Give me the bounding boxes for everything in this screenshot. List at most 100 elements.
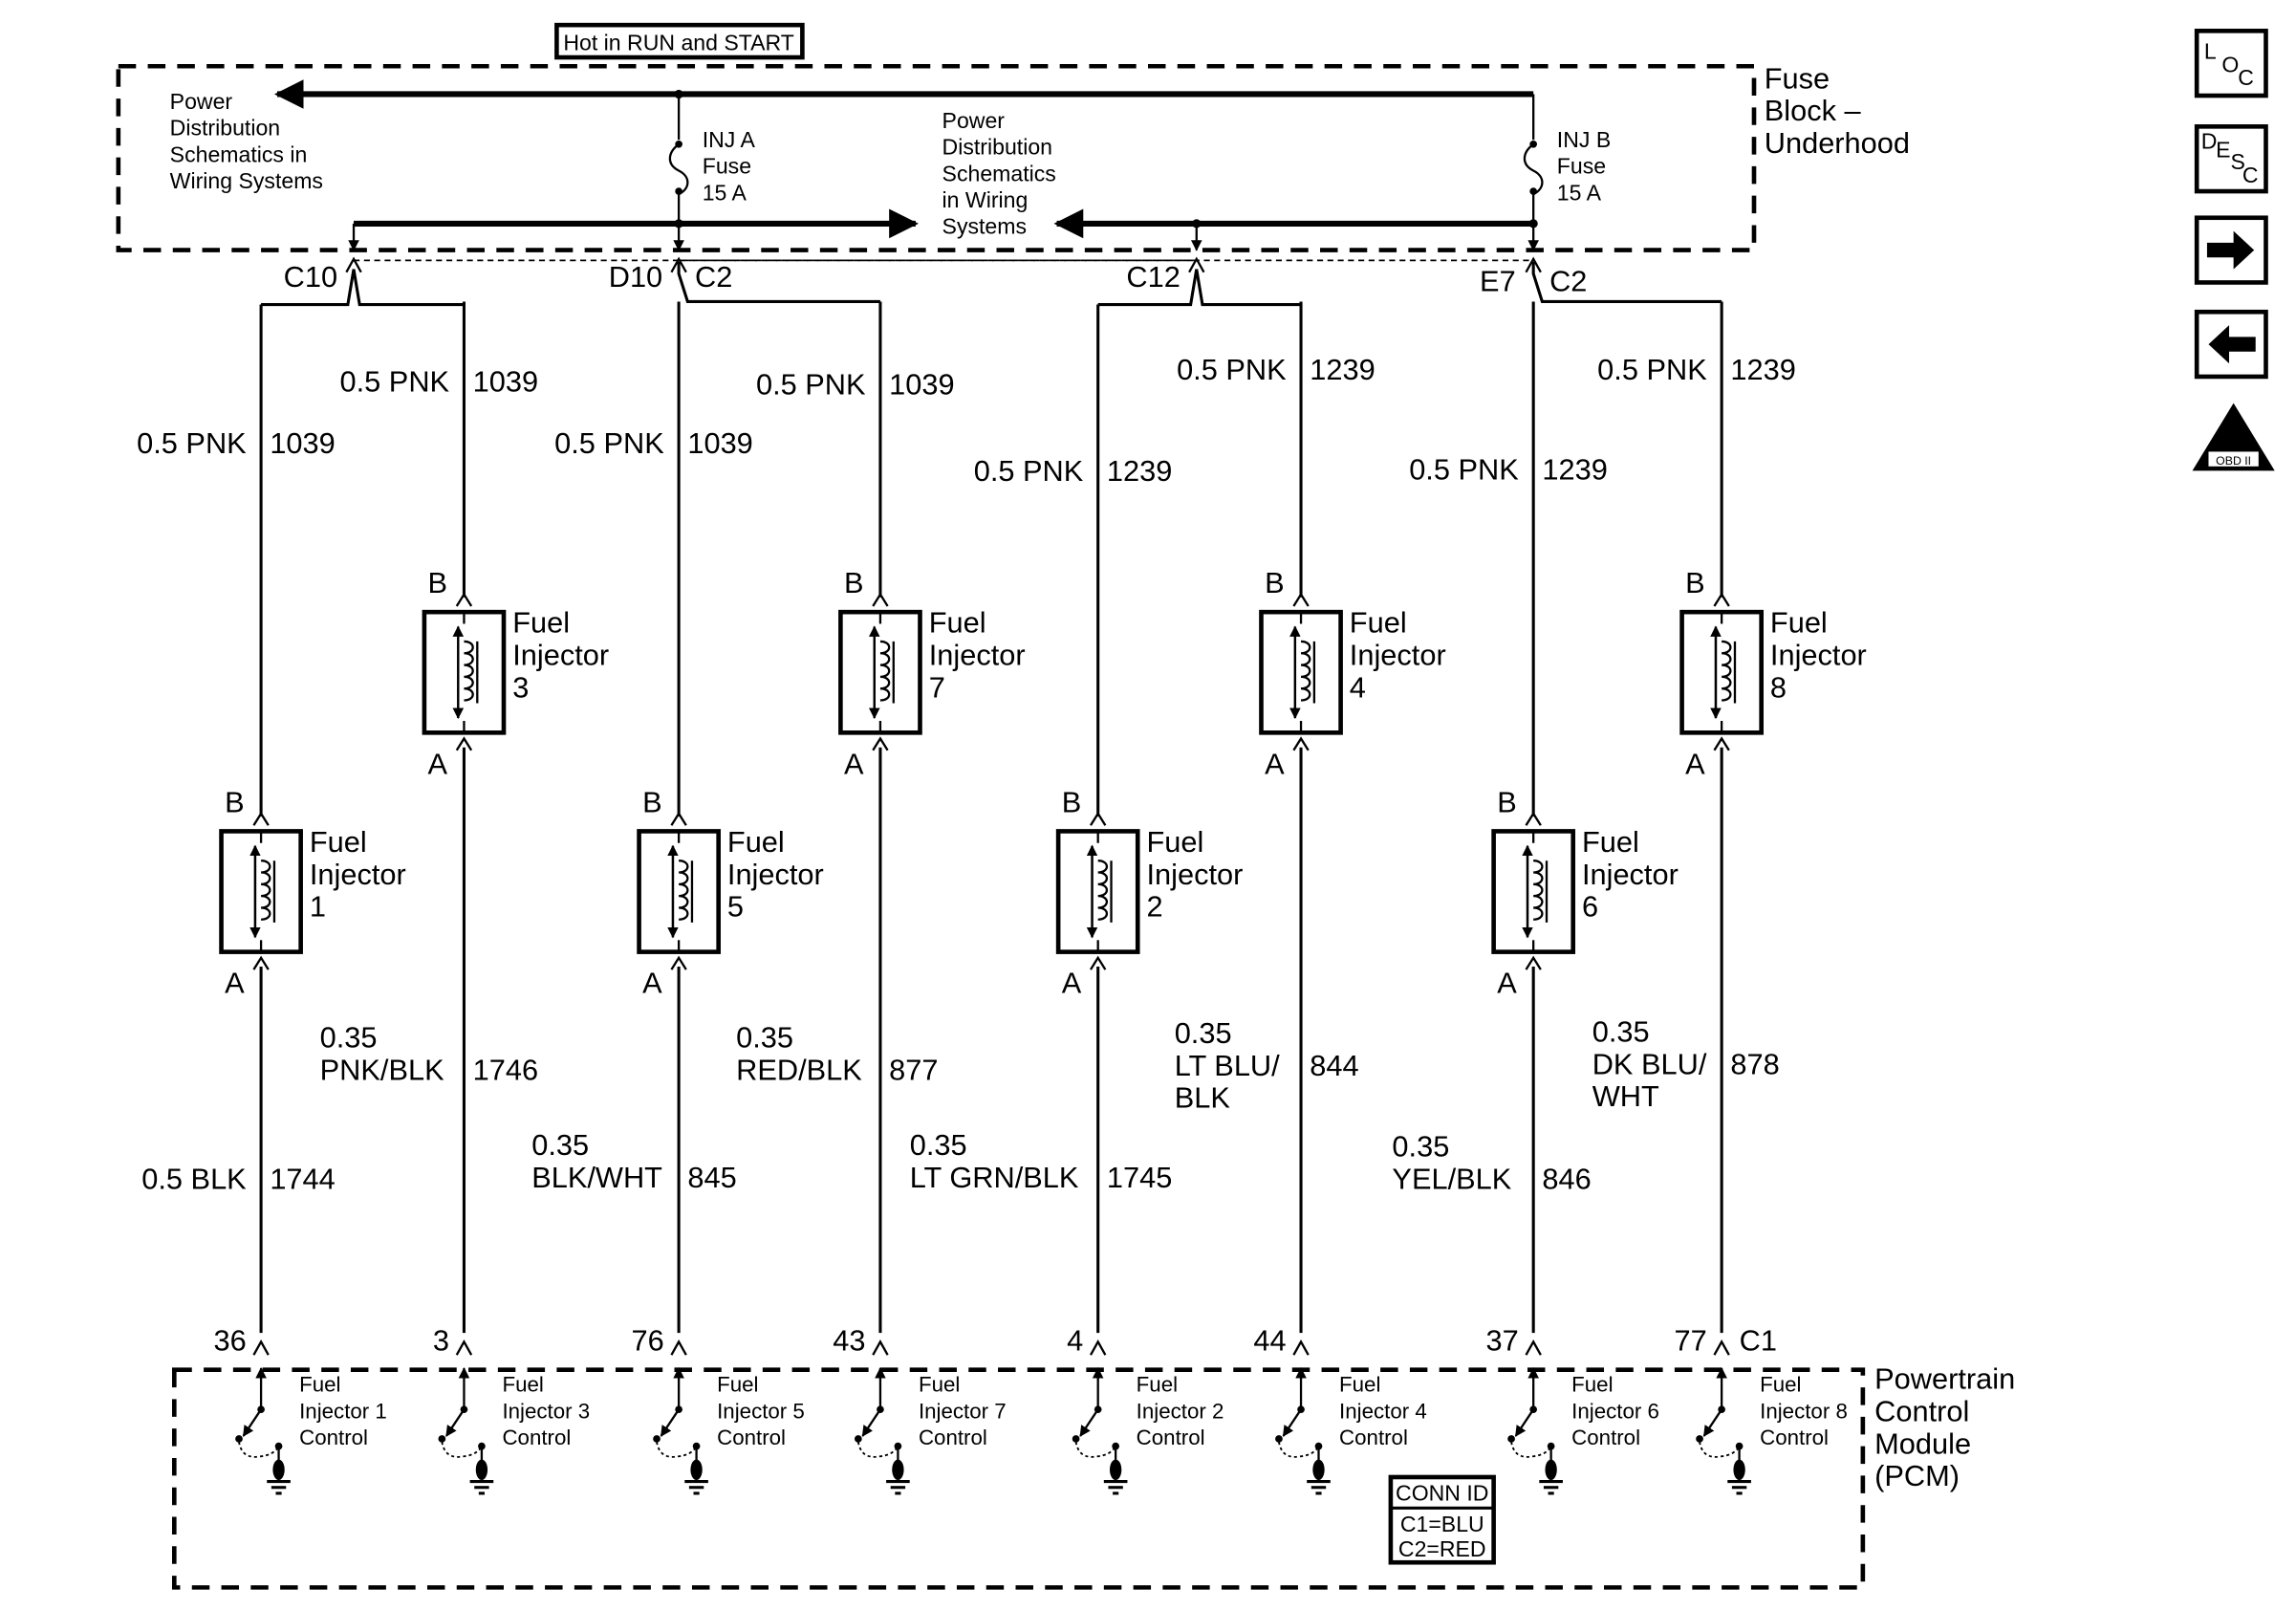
power-label-box [554, 22, 805, 60]
injector-label: Injector [929, 639, 1026, 672]
injector-body [219, 829, 303, 954]
wire-color-label: 0.35 [1392, 1130, 1449, 1164]
wire-color-label: DK BLU/ [1592, 1047, 1707, 1080]
driver-label: Fuel [1571, 1373, 1613, 1397]
injector-label: Injector [1582, 858, 1679, 891]
pcm-module-label: Powertrain [1874, 1362, 2015, 1396]
conn-id-title: CONN ID [1396, 1481, 1488, 1506]
pin-b-label: B [1497, 785, 1517, 818]
injector-label: Fuel [512, 606, 570, 640]
left-reference-text: Distribution [170, 116, 280, 141]
circuit-number: 1745 [1107, 1161, 1172, 1194]
desc-letter: D [2201, 128, 2218, 153]
injector-label: Fuel [929, 606, 986, 640]
wire-color-label: 0.5 PNK [137, 426, 247, 460]
pcm-pin-number: 3 [433, 1324, 449, 1358]
switch-control-arc [441, 1441, 483, 1458]
next-arrow-icon[interactable] [2194, 215, 2268, 285]
connector-pin-icon [345, 256, 362, 273]
injector-number: 2 [1146, 890, 1162, 924]
wire-color-label: 0.35 [531, 1128, 589, 1162]
description-icon[interactable]: DE SC [2194, 124, 2268, 194]
arrow-right-glyph [2206, 230, 2255, 270]
connector-pin-icon [872, 736, 889, 751]
switch-icon [1282, 1408, 1302, 1437]
injector-label: Fuel [1146, 825, 1203, 859]
description-icon-frame[interactable] [2194, 124, 2268, 194]
connector-pin-icon [872, 1339, 889, 1356]
wire-color-label: 0.35 [736, 1021, 793, 1055]
injector-body [838, 609, 922, 735]
wire [1531, 261, 1722, 303]
wire-color-label: 0.5 PNK [554, 426, 664, 460]
circuit-number: 1039 [889, 367, 954, 401]
circuit-number: 878 [1730, 1047, 1779, 1080]
driver-label: Injector 3 [502, 1399, 590, 1423]
pin-b-label: B [1062, 785, 1082, 818]
fuel-injector-3 [422, 609, 507, 735]
driver-label: Fuel [919, 1373, 960, 1397]
fuse-block-label: Fuse [1765, 61, 1830, 95]
wire-color-label: 0.5 PNK [339, 364, 449, 398]
connector-pin-icon [455, 736, 473, 751]
pin-a-label: A [844, 747, 864, 780]
splice-dot [1696, 1435, 1703, 1443]
wire-color-label: 0.35 [910, 1128, 967, 1162]
driver-label: Control [1339, 1426, 1408, 1449]
injector-body [1055, 829, 1140, 954]
pcm-connector-c1: C1 [1740, 1324, 1777, 1358]
obd-ii-icon[interactable]: II OBD II [2192, 403, 2275, 471]
solenoid-coil-icon [1533, 860, 1544, 921]
loc-letter: O [2221, 52, 2239, 76]
ground-node [892, 1459, 904, 1481]
connector-pin-icon [252, 1339, 270, 1356]
driver-label: Injector 8 [1760, 1399, 1848, 1423]
switch-icon [660, 1408, 681, 1437]
driver-label: Fuel [502, 1373, 543, 1397]
splice-dot [1529, 140, 1538, 148]
fuse-icon [1523, 142, 1544, 196]
injector-label: Fuel [310, 825, 367, 859]
switch-icon [1514, 1408, 1535, 1437]
pcm-module-label: Control [1874, 1394, 1969, 1427]
solenoid-coil-icon [260, 860, 271, 921]
circuit-number: 845 [687, 1161, 736, 1194]
desc-letter: E [2216, 138, 2230, 163]
driver-label: Control [919, 1426, 987, 1449]
connector-pin-icon [670, 1339, 687, 1356]
connector-c2: C2 [1549, 265, 1587, 298]
connector-pin-icon [252, 955, 270, 970]
switch-icon [861, 1408, 881, 1437]
fuse-label: Fuse [1557, 154, 1606, 179]
injector-label: Injector [1770, 639, 1867, 672]
conn-id-box [1388, 1474, 1496, 1565]
previous-arrow-icon[interactable] [2194, 309, 2268, 380]
fuse-block-label: Block – [1765, 94, 1862, 127]
location-icon[interactable]: LOC [2194, 29, 2268, 98]
desc-letter: S [2231, 149, 2245, 174]
connector-pin-icon [1188, 256, 1205, 273]
left-reference-text: Power [170, 89, 233, 114]
pin-b-label: B [844, 566, 864, 599]
loc-letter: C [2238, 65, 2254, 90]
fuse-label: 15 A [1557, 180, 1602, 205]
switch-icon [1702, 1408, 1723, 1437]
loc-letter: L [2204, 39, 2217, 64]
fuse-label: 15 A [703, 180, 747, 205]
injector-number: 6 [1582, 890, 1598, 924]
switch-icon [242, 1408, 263, 1437]
injector-number: 5 [727, 890, 744, 924]
splice-dot [653, 1435, 661, 1443]
location-icon-frame[interactable] [2194, 29, 2268, 98]
connector-pin-icon [1713, 592, 1730, 607]
desc-letter: C [2242, 163, 2259, 187]
injector-label: Fuel [727, 825, 785, 859]
left-reference-text: Wiring Systems [170, 168, 323, 193]
ground-node [475, 1459, 488, 1481]
wire-color-label: 0.35 [1592, 1014, 1650, 1048]
circuit-number: 1744 [270, 1162, 335, 1195]
left-reference-text: Schematics in [170, 142, 308, 166]
conn-id-line: C1=BLU [1400, 1512, 1484, 1536]
connector-pin-icon [670, 955, 687, 970]
